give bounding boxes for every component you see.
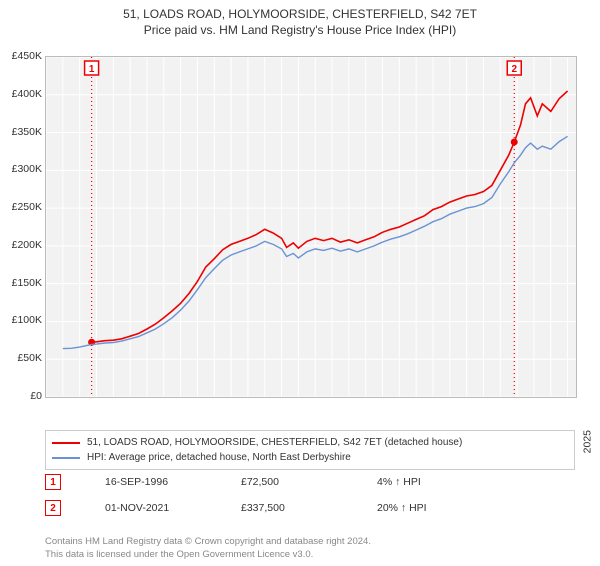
y-tick-label: £250K (2, 201, 42, 213)
y-tick-label: £450K (2, 50, 42, 62)
svg-text:2: 2 (511, 64, 517, 75)
event-date-2: 01-NOV-2021 (105, 502, 197, 514)
title-line-2: Price paid vs. HM Land Registry's House … (144, 23, 456, 37)
plot-svg: 12 (46, 57, 576, 397)
legend-row-hpi: HPI: Average price, detached house, Nort… (52, 451, 568, 466)
event-price-1: £72,500 (241, 476, 333, 488)
y-tick-label: £300K (2, 163, 42, 175)
title-line-1: 51, LOADS ROAD, HOLYMOORSIDE, CHESTERFIE… (123, 7, 477, 21)
legend-label-property: 51, LOADS ROAD, HOLYMOORSIDE, CHESTERFIE… (87, 436, 462, 451)
chart-container: 51, LOADS ROAD, HOLYMOORSIDE, CHESTERFIE… (0, 6, 600, 566)
legend-swatch-hpi (52, 457, 80, 459)
footer-line-1: Contains HM Land Registry data © Crown c… (45, 536, 371, 547)
y-tick-label: £350K (2, 126, 42, 138)
event-price-2: £337,500 (241, 502, 333, 514)
event-row-2: 2 01-NOV-2021 £337,500 20% ↑ HPI (45, 500, 575, 516)
plot-area: 12 (45, 56, 577, 398)
legend-label-hpi: HPI: Average price, detached house, Nort… (87, 451, 351, 466)
y-tick-label: £400K (2, 88, 42, 100)
footer: Contains HM Land Registry data © Crown c… (45, 536, 371, 562)
legend-box: 51, LOADS ROAD, HOLYMOORSIDE, CHESTERFIE… (45, 430, 575, 470)
y-tick-label: £150K (2, 277, 42, 289)
footer-line-2: This data is licensed under the Open Gov… (45, 549, 313, 560)
chart-title: 51, LOADS ROAD, HOLYMOORSIDE, CHESTERFIE… (0, 6, 600, 38)
x-tick-label: 2025 (581, 430, 593, 453)
y-tick-label: £200K (2, 239, 42, 251)
legend-row-property: 51, LOADS ROAD, HOLYMOORSIDE, CHESTERFIE… (52, 436, 568, 451)
event-marker-1: 1 (45, 474, 61, 490)
event-delta-2: 20% ↑ HPI (377, 502, 469, 514)
event-delta-1: 4% ↑ HPI (377, 476, 469, 488)
event-date-1: 16-SEP-1996 (105, 476, 197, 488)
y-tick-label: £0 (2, 390, 42, 402)
legend-swatch-property (52, 442, 80, 444)
y-tick-label: £50K (2, 352, 42, 364)
event-row-1: 1 16-SEP-1996 £72,500 4% ↑ HPI (45, 474, 575, 490)
event-marker-2: 2 (45, 500, 61, 516)
svg-text:1: 1 (89, 64, 95, 75)
y-tick-label: £100K (2, 314, 42, 326)
